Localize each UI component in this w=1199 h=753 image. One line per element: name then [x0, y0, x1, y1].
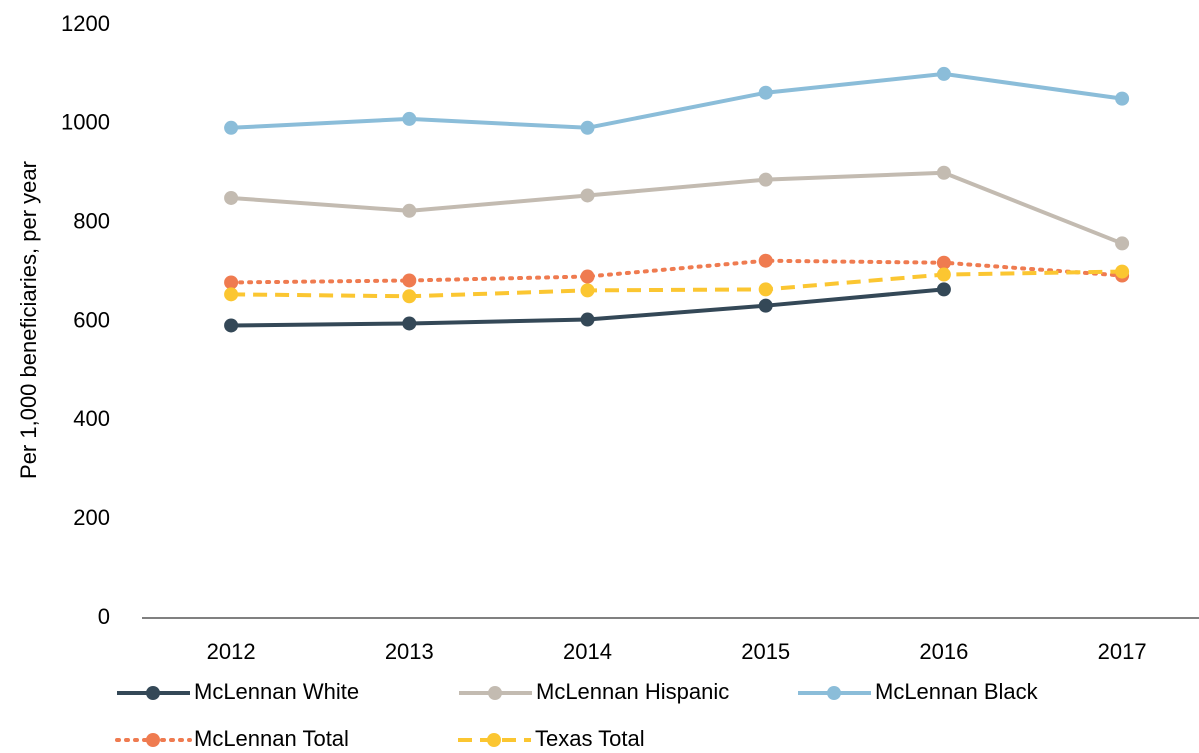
data-point: [1115, 91, 1130, 106]
data-point: [580, 188, 595, 203]
data-point: [758, 298, 773, 313]
legend-label: Texas Total: [535, 726, 645, 751]
data-point: [402, 289, 417, 304]
data-point: [1115, 264, 1130, 279]
legend-marker: [146, 733, 160, 747]
data-point: [758, 282, 773, 297]
legend-label: McLennan Black: [875, 679, 1039, 704]
y-tick-label: 800: [73, 208, 110, 233]
legend-marker: [827, 686, 841, 700]
series-line: [231, 71, 1123, 130]
y-axis-label: Per 1,000 beneficiaries, per year: [16, 161, 41, 479]
data-point: [758, 172, 773, 187]
data-point: [402, 111, 417, 126]
data-point: [224, 190, 239, 205]
data-point: [936, 282, 951, 297]
data-point: [936, 66, 951, 81]
x-tick-label: 2013: [385, 639, 434, 664]
y-tick-label: 1000: [61, 110, 110, 135]
data-point: [224, 275, 239, 290]
data-point: [936, 267, 951, 282]
series-line: [230, 170, 1123, 246]
legend-marker: [146, 686, 160, 700]
y-tick-label: 1200: [61, 11, 110, 36]
legend-label: McLennan White: [194, 679, 359, 704]
x-tick-label: 2012: [207, 639, 256, 664]
data-point: [402, 203, 417, 218]
data-point: [402, 316, 417, 331]
y-tick-label: 200: [73, 505, 110, 530]
series-line: [231, 269, 1123, 299]
data-point: [580, 283, 595, 298]
x-tick-label: 2015: [741, 639, 790, 664]
legend-label: McLennan Hispanic: [536, 679, 729, 704]
series-line: [229, 258, 1125, 285]
x-tick-label: 2017: [1098, 639, 1147, 664]
data-point: [758, 253, 773, 268]
data-point: [936, 165, 951, 180]
legend-marker: [487, 733, 501, 747]
data-point: [224, 318, 239, 333]
legend-marker: [488, 686, 502, 700]
data-point: [402, 273, 417, 288]
data-point: [1115, 236, 1130, 251]
y-tick-label: 600: [73, 307, 110, 332]
data-point: [580, 120, 595, 135]
legend-label: McLennan Total: [194, 726, 349, 751]
x-tick-label: 2014: [563, 639, 612, 664]
data-point: [758, 85, 773, 100]
x-tick-label: 2016: [919, 639, 968, 664]
data-point: [224, 120, 239, 135]
y-tick-label: 400: [73, 406, 110, 431]
data-point: [936, 255, 951, 270]
data-point: [580, 269, 595, 284]
y-tick-label: 0: [98, 604, 110, 629]
data-point: [580, 312, 595, 327]
data-point: [224, 287, 239, 302]
